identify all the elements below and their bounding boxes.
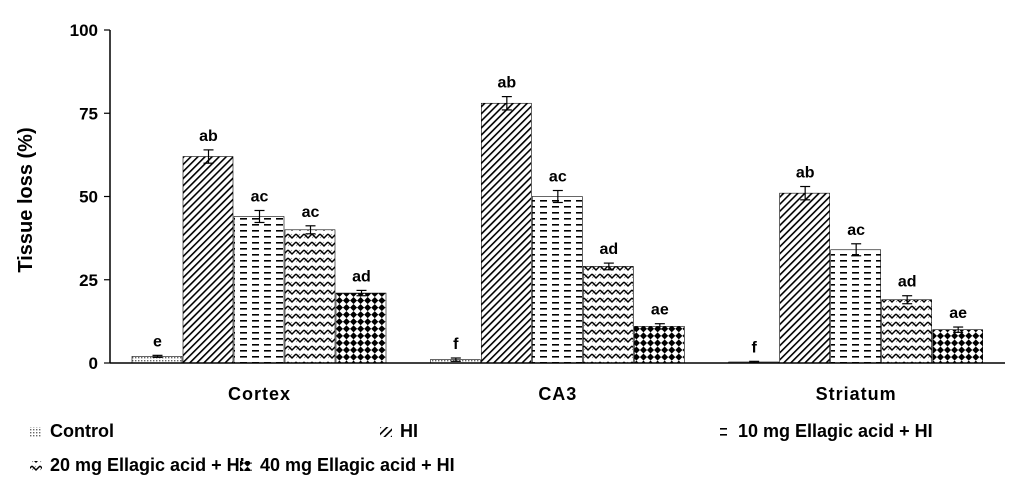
legend-swatch-diagonal-lines bbox=[380, 427, 392, 437]
significance-label: ab bbox=[199, 128, 218, 145]
bar-diagonal-lines bbox=[779, 192, 830, 364]
significance-label: ab bbox=[497, 75, 516, 92]
y-axis-label: Tissue loss (%) bbox=[15, 127, 37, 272]
significance-label: e bbox=[153, 333, 162, 350]
category-label: CA3 bbox=[538, 384, 577, 404]
significance-label: ac bbox=[847, 222, 865, 239]
legend-swatch-zigzag bbox=[30, 461, 42, 471]
x-axis: Cortex CA3 Striatum bbox=[110, 362, 1005, 404]
significance-label: ad bbox=[898, 274, 917, 291]
bars-group: e ab ac ac ad f ab ac ad ae f ab ac ad ae bbox=[131, 75, 983, 364]
significance-label: ad bbox=[599, 241, 618, 258]
legend-label: 20 mg Ellagic acid + HI bbox=[50, 455, 245, 475]
y-tick-label: 50 bbox=[79, 188, 98, 207]
significance-label: ac bbox=[549, 169, 567, 186]
legend-swatch-horizontal-dashes bbox=[718, 427, 730, 437]
bar-horizontal-dashes bbox=[532, 196, 583, 364]
y-tick-label: 0 bbox=[89, 354, 98, 373]
bar-diagonal-lines bbox=[182, 156, 234, 364]
bar-diagonal-lines bbox=[481, 102, 532, 364]
significance-label: ae bbox=[651, 302, 669, 319]
legend-swatch-checker bbox=[240, 461, 252, 471]
legend-label: 10 mg Ellagic acid + HI bbox=[738, 421, 933, 441]
y-tick-label: 75 bbox=[79, 104, 98, 123]
significance-label: f bbox=[752, 339, 758, 356]
bar-checker bbox=[634, 326, 685, 364]
significance-label: f bbox=[453, 336, 459, 353]
significance-label: ac bbox=[302, 204, 320, 221]
bar-horizontal-dashes bbox=[233, 216, 285, 364]
y-tick-label: 25 bbox=[79, 271, 98, 290]
bar-horizontal-dashes bbox=[830, 249, 881, 364]
legend-label: HI bbox=[400, 421, 418, 441]
legend-label: Control bbox=[50, 421, 114, 441]
significance-label: ae bbox=[949, 305, 967, 322]
bar-checker bbox=[932, 329, 983, 364]
bar-zigzag bbox=[583, 266, 634, 364]
category-label: Cortex bbox=[228, 384, 291, 404]
legend-swatch-dots bbox=[30, 427, 42, 437]
y-axis: 0 25 50 75 100 bbox=[70, 21, 111, 373]
legend: Control HI 10 mg Ellagic acid + HI 20 mg El… bbox=[30, 421, 933, 475]
y-tick-label: 100 bbox=[70, 21, 98, 40]
bar-checker bbox=[335, 292, 387, 364]
legend-label: 40 mg Ellagic acid + HI bbox=[260, 455, 455, 475]
significance-label: ac bbox=[251, 188, 269, 205]
bar-zigzag bbox=[881, 299, 932, 364]
bar-zigzag bbox=[284, 229, 336, 364]
category-label: Striatum bbox=[816, 384, 897, 404]
significance-label: ad bbox=[352, 268, 371, 285]
significance-label: ab bbox=[796, 165, 815, 182]
